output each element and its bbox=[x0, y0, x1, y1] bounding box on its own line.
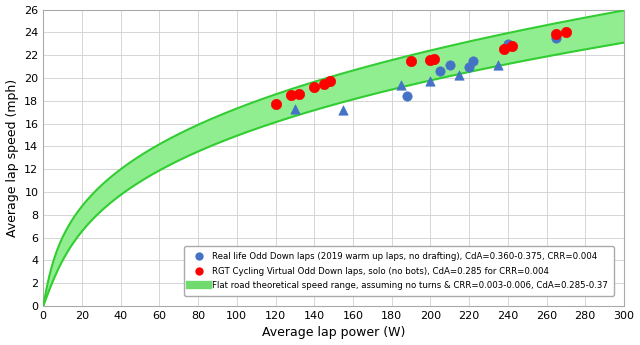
Point bbox=[406, 58, 416, 63]
Point bbox=[561, 30, 571, 35]
Point bbox=[270, 101, 280, 107]
Point bbox=[435, 68, 445, 74]
Point bbox=[425, 57, 435, 62]
Point bbox=[468, 58, 478, 63]
Point bbox=[502, 41, 513, 47]
Point bbox=[338, 107, 348, 113]
Point bbox=[286, 92, 296, 98]
Point bbox=[506, 43, 516, 49]
Legend: Real life Odd Down laps (2019 warm up laps, no drafting), CdA=0.360-0.375, CRR=0: Real life Odd Down laps (2019 warm up la… bbox=[184, 246, 614, 296]
Point bbox=[319, 81, 329, 87]
Point bbox=[425, 79, 435, 84]
Point bbox=[402, 93, 412, 99]
Point bbox=[294, 91, 304, 97]
Point bbox=[551, 31, 561, 36]
Point bbox=[396, 82, 406, 88]
Point bbox=[499, 47, 509, 52]
Point bbox=[445, 63, 455, 68]
X-axis label: Average lap power (W): Average lap power (W) bbox=[262, 326, 405, 339]
Point bbox=[454, 72, 465, 77]
Point bbox=[551, 35, 561, 41]
Point bbox=[324, 79, 335, 84]
Point bbox=[309, 84, 319, 90]
Point bbox=[290, 106, 300, 111]
Point bbox=[493, 63, 503, 68]
Y-axis label: Average lap speed (mph): Average lap speed (mph) bbox=[6, 79, 19, 237]
Point bbox=[464, 64, 474, 69]
Point bbox=[429, 56, 440, 61]
